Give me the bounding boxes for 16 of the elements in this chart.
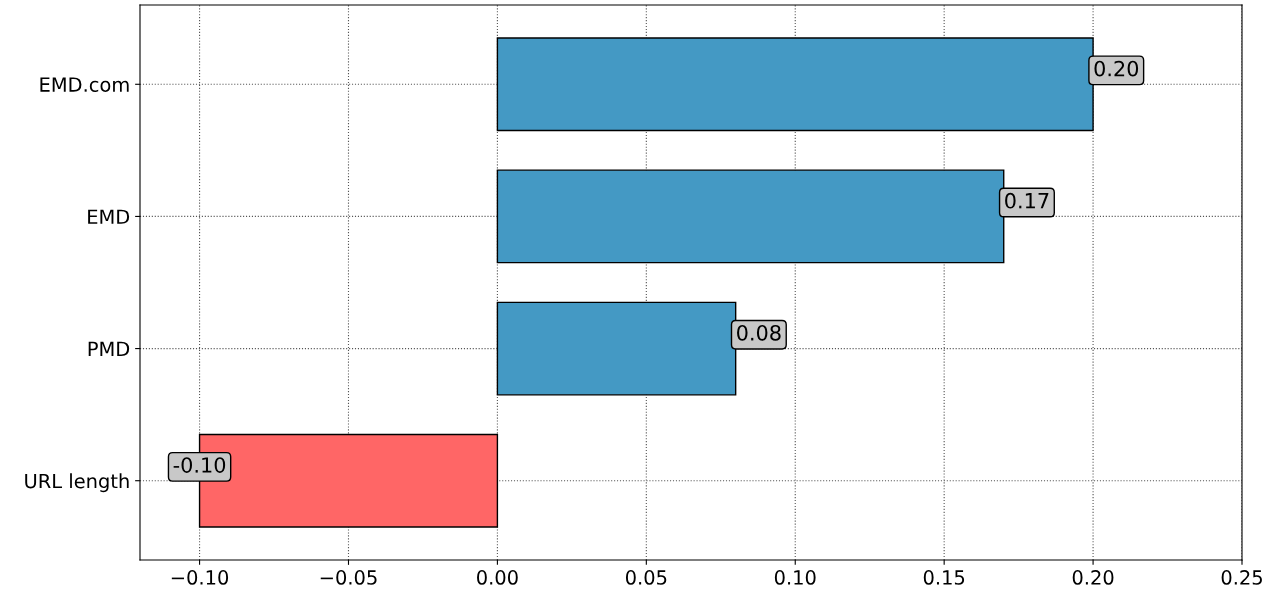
x-tick-label: 0.00 (477, 570, 518, 585)
x-tick-label: −0.05 (320, 570, 377, 585)
x-tick-label: 0.25 (1221, 570, 1262, 585)
data-label: 0.08 (737, 324, 781, 341)
data-label: 0.20 (1094, 60, 1139, 77)
x-tick-label: 0.15 (923, 570, 965, 585)
x-tick-label: 0.20 (1072, 570, 1114, 585)
x-tick-label: 0.10 (774, 570, 816, 585)
x-tick-label: 0.05 (625, 570, 667, 585)
y-tick-label: EMD.com (40, 77, 129, 92)
data-label: 0.17 (1005, 192, 1049, 209)
data-label: -0.10 (173, 457, 226, 473)
y-tick-label: PMD (88, 341, 130, 356)
x-tick-label: −0.10 (171, 570, 229, 585)
y-tick-label: EMD (88, 209, 130, 224)
y-tick-label: URL length (25, 473, 129, 493)
